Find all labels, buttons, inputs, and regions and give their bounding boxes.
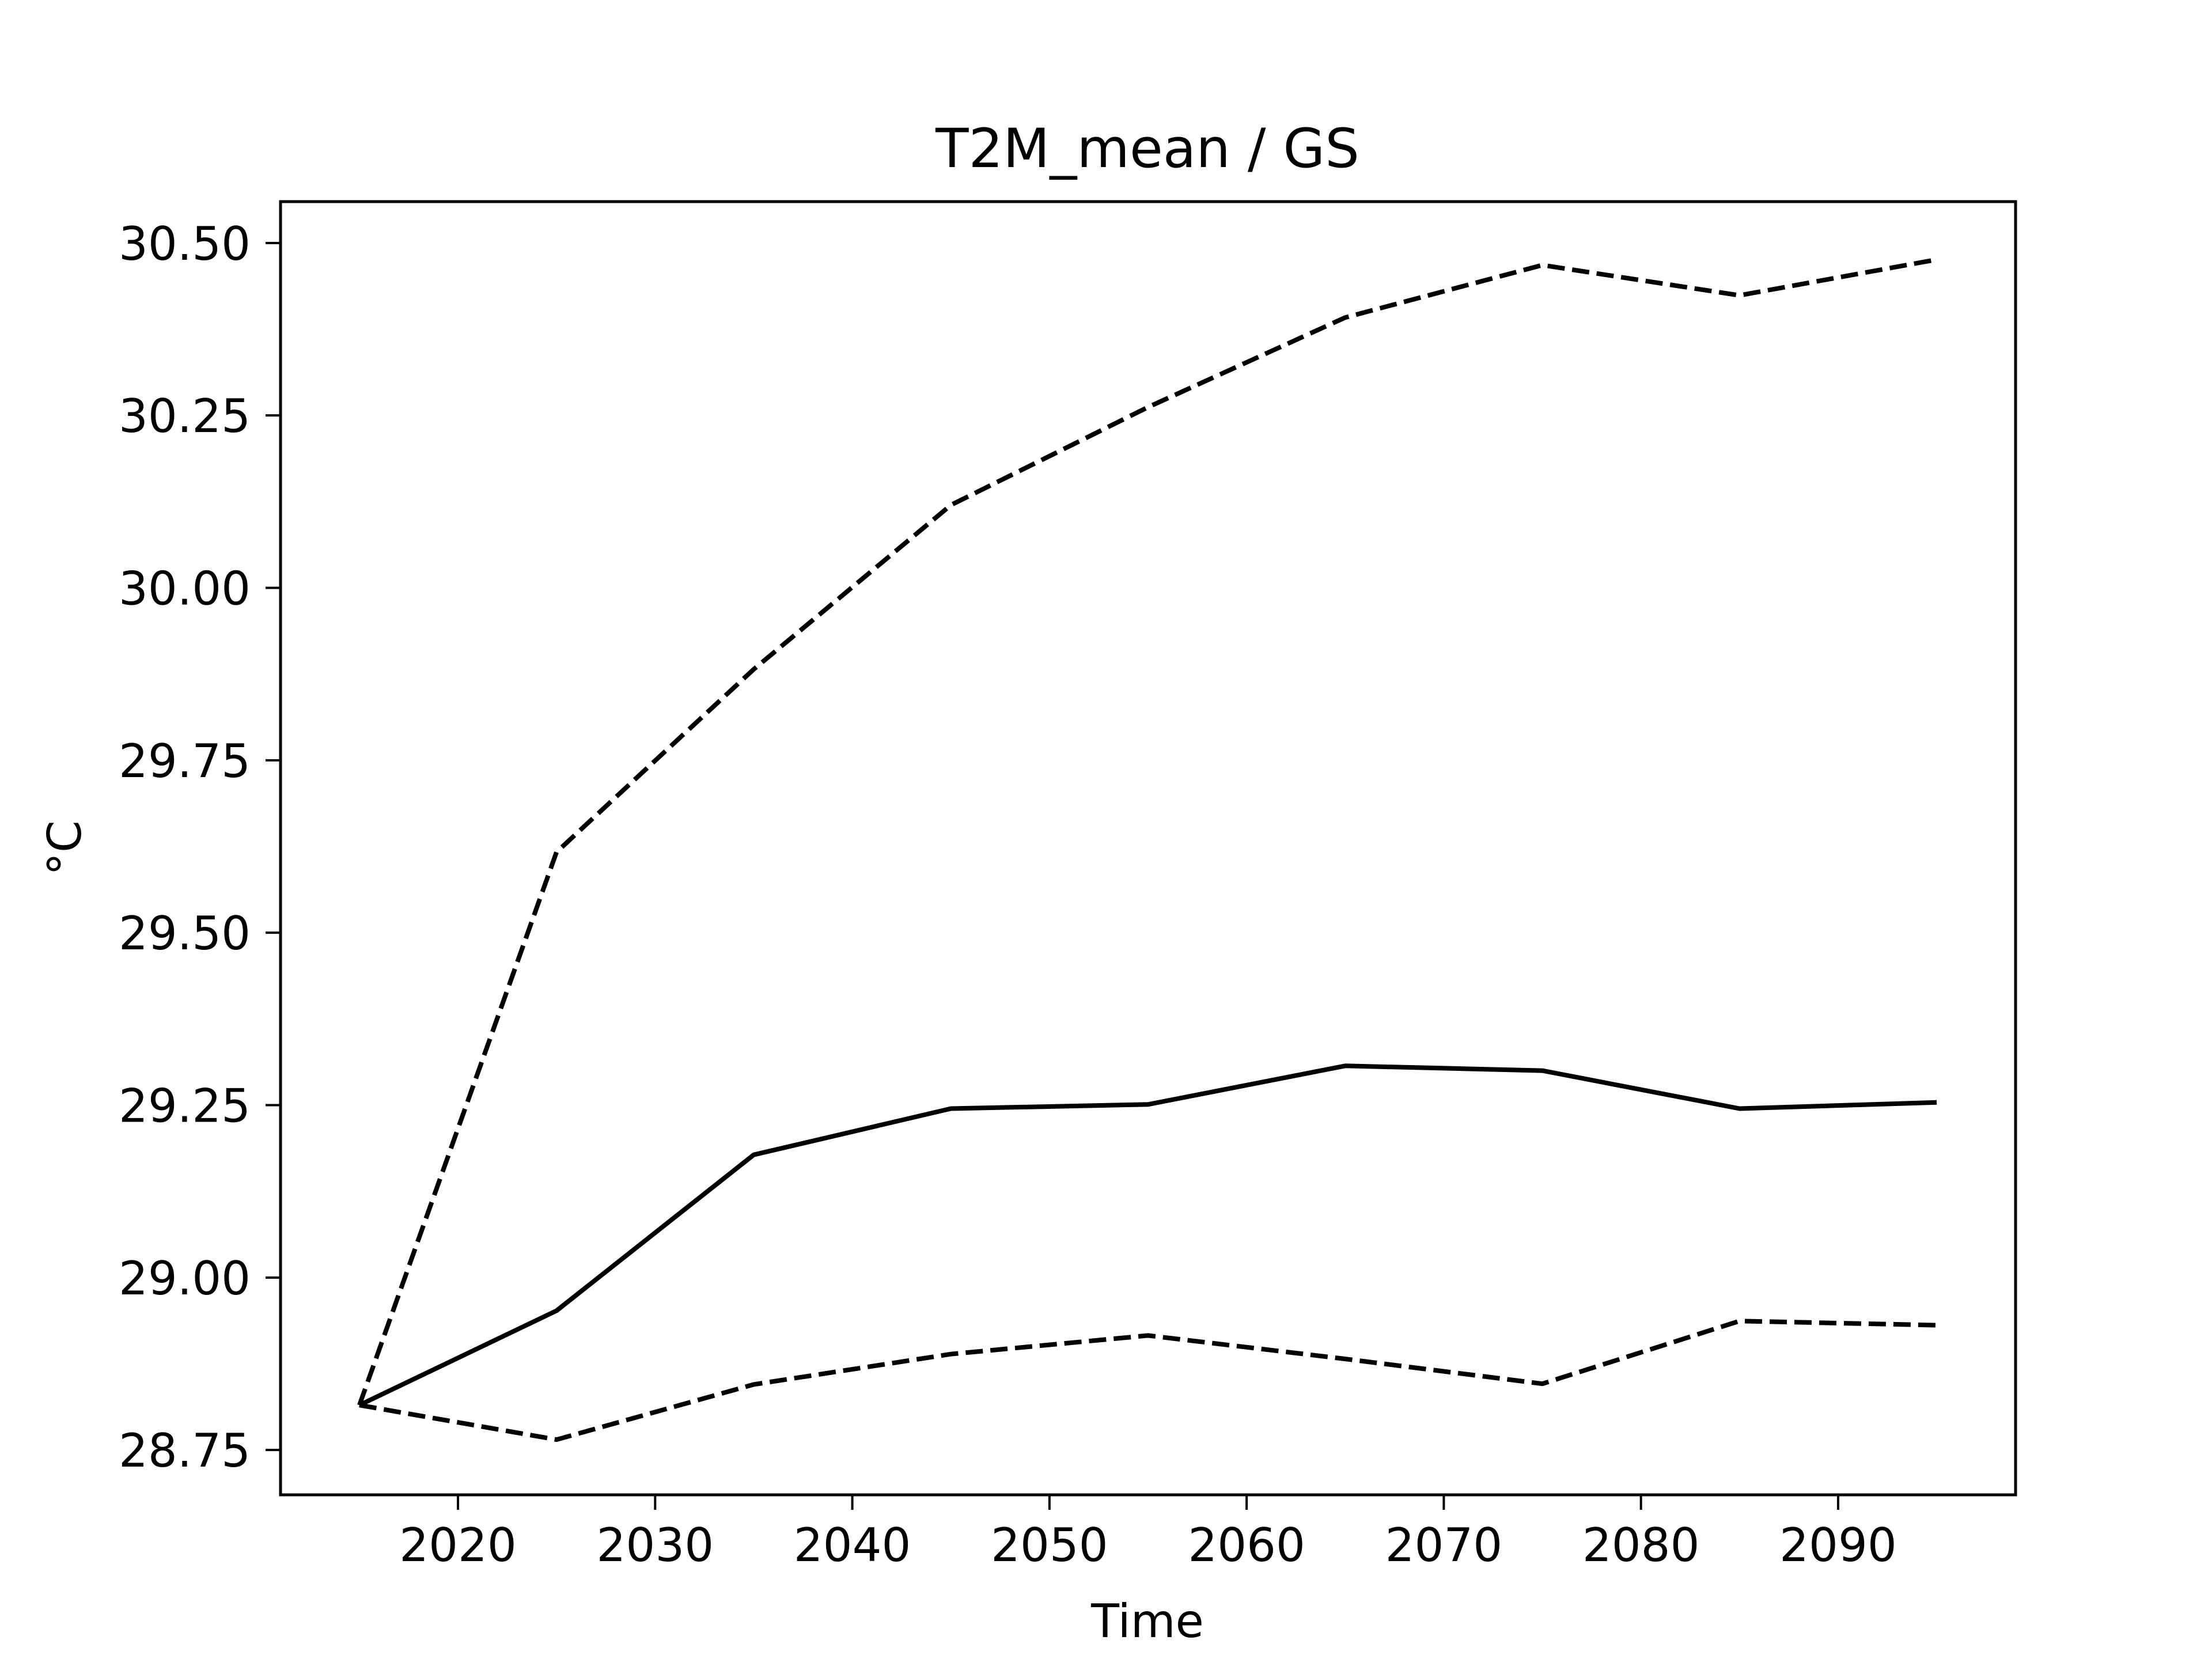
y-tick-label-30.25: 30.25 [119, 389, 251, 443]
x-tick-label-2090: 2090 [1779, 1518, 1897, 1572]
x-axis-label: Time [1090, 1594, 1204, 1648]
series-line-3-dashed [359, 1319, 1937, 1442]
plot-area [357, 257, 1937, 1442]
y-tick-label-29.75: 29.75 [119, 734, 251, 788]
y-tick-label-29.25: 29.25 [119, 1080, 251, 1133]
x-tick-label-2040: 2040 [794, 1518, 911, 1572]
y-tick-label-30.00: 30.00 [119, 562, 251, 616]
y-axis-label: °C [38, 820, 92, 876]
y-tick-label-29.00: 29.00 [119, 1252, 251, 1305]
y-tick-label-28.75: 28.75 [119, 1424, 251, 1478]
x-tick-label-2050: 2050 [991, 1518, 1108, 1572]
x-tick-label-2080: 2080 [1582, 1518, 1700, 1572]
y-tick-label-30.50: 30.50 [119, 217, 251, 271]
chart-title: T2M_mean / GS [935, 118, 1359, 180]
series-line-1-solid [358, 1063, 1937, 1407]
x-tick-label-2060: 2060 [1188, 1518, 1305, 1572]
axis-ticks: 2020 2030 2040 2050 2060 2070 2080 2090 28.75 29.… [119, 217, 1897, 1572]
x-tick-label-2020: 2020 [399, 1518, 517, 1572]
series-line-2-dashed [357, 257, 1937, 1406]
x-tick-label-2030: 2030 [597, 1518, 714, 1572]
axes-frame [279, 200, 2017, 1497]
y-tick-label-29.50: 29.50 [119, 907, 251, 960]
x-tick-label-2070: 2070 [1385, 1518, 1503, 1572]
